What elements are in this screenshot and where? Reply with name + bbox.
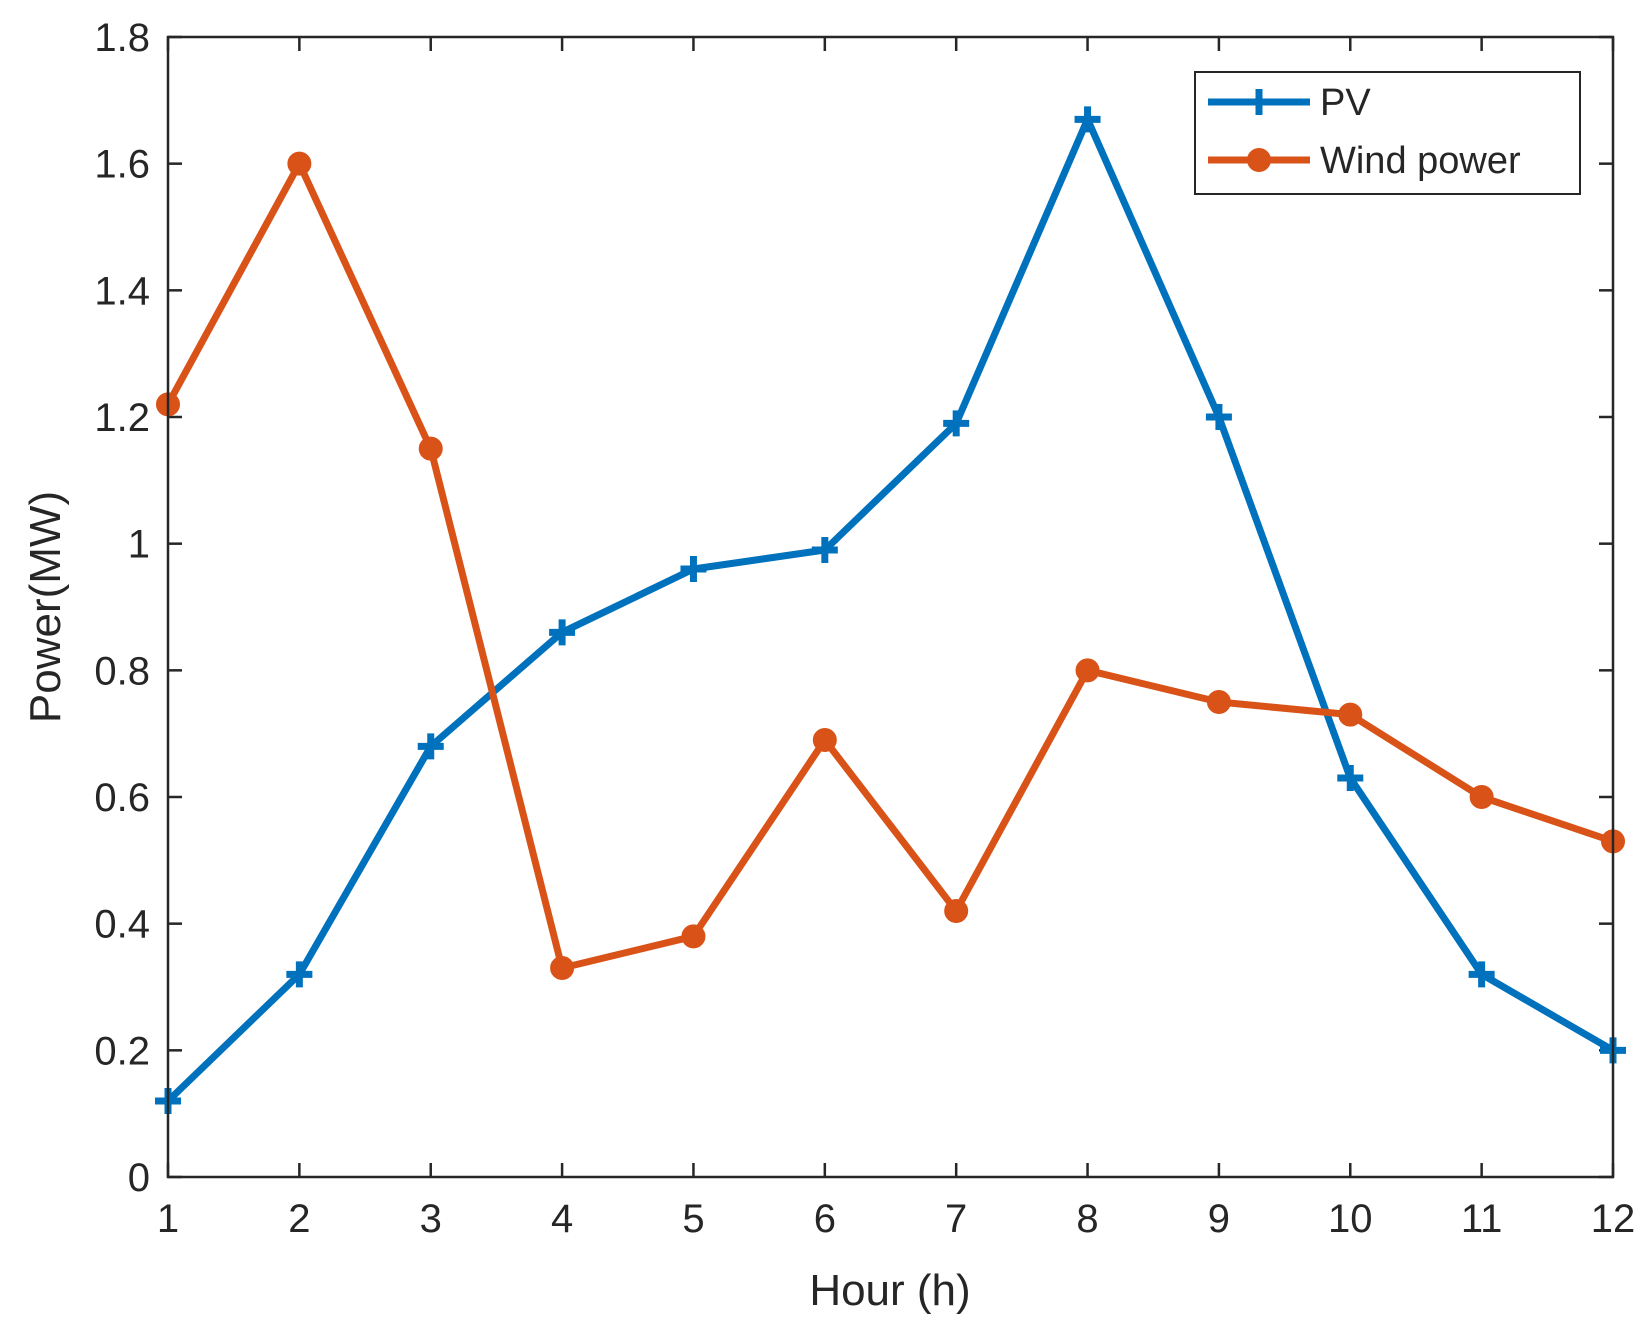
data-point bbox=[549, 619, 576, 646]
x-tick-label: 10 bbox=[1328, 1197, 1373, 1241]
x-tick-label: 8 bbox=[1076, 1197, 1098, 1241]
x-tick-label: 7 bbox=[945, 1197, 967, 1241]
data-point bbox=[286, 961, 313, 988]
data-point bbox=[1338, 702, 1363, 727]
y-tick-labels: 0 0.2 0.4 0.6 0.8 1 1.2 1.4 1.6 1.8 bbox=[94, 16, 150, 1200]
data-point bbox=[944, 899, 969, 923]
plot-background bbox=[168, 37, 1613, 1177]
legend-entry: PV bbox=[1208, 82, 1371, 124]
x-tick-label: 6 bbox=[814, 1197, 836, 1241]
legend-entry: Wind power bbox=[1208, 140, 1521, 182]
data-point bbox=[680, 556, 707, 582]
y-tick-label: 1.8 bbox=[94, 16, 150, 60]
y-tick-label: 0.8 bbox=[94, 649, 150, 693]
x-tick-label: 9 bbox=[1208, 1197, 1230, 1241]
legend-label: Wind power bbox=[1320, 140, 1521, 182]
data-point bbox=[812, 728, 837, 752]
x-tick-label: 12 bbox=[1591, 1197, 1636, 1241]
series-line bbox=[164, 160, 1615, 972]
data-point bbox=[1469, 785, 1494, 809]
y-tick-label: 0.4 bbox=[94, 903, 150, 947]
data-point bbox=[811, 537, 838, 563]
plot-frame bbox=[166, 35, 1615, 1179]
data-point bbox=[1337, 765, 1364, 791]
data-point bbox=[1468, 961, 1495, 988]
data-point bbox=[681, 924, 706, 949]
x-tick-label: 3 bbox=[420, 1197, 442, 1241]
data-point bbox=[1074, 106, 1101, 133]
legend: PV Wind power bbox=[1194, 71, 1581, 195]
legend-label: PV bbox=[1320, 82, 1371, 124]
y-tick-label: 0.2 bbox=[94, 1029, 150, 1073]
data-point bbox=[943, 410, 970, 437]
legend-marker bbox=[1247, 148, 1271, 172]
data-point bbox=[287, 151, 312, 176]
data-point bbox=[1205, 404, 1232, 430]
x-tick-label: 2 bbox=[288, 1197, 310, 1241]
series-line bbox=[165, 115, 1615, 1104]
x-tick-label: 4 bbox=[551, 1197, 573, 1241]
y-tick-label: 0 bbox=[128, 1156, 150, 1200]
x-tick-label: 1 bbox=[157, 1197, 179, 1241]
y-axis-label: Power(MW) bbox=[21, 491, 70, 723]
legend-marker bbox=[1246, 89, 1272, 115]
y-tick-label: 1.4 bbox=[94, 269, 150, 313]
x-axis-label: Hour (h) bbox=[809, 1266, 970, 1315]
y-tick-label: 0.6 bbox=[94, 776, 150, 820]
data-point bbox=[1075, 658, 1100, 683]
y-tick-label: 1.6 bbox=[94, 143, 150, 187]
data-point bbox=[418, 436, 443, 461]
x-tick-labels: 1 2 3 4 5 6 7 8 9 10 11 12 bbox=[157, 1197, 1635, 1241]
x-tick-label: 5 bbox=[682, 1197, 704, 1241]
y-tick-label: 1.2 bbox=[94, 396, 150, 440]
y-tick-label: 1 bbox=[128, 523, 150, 567]
data-point bbox=[417, 733, 444, 760]
data-point bbox=[1206, 690, 1231, 714]
data-point bbox=[550, 956, 575, 980]
x-tick-label: 11 bbox=[1461, 1197, 1503, 1241]
